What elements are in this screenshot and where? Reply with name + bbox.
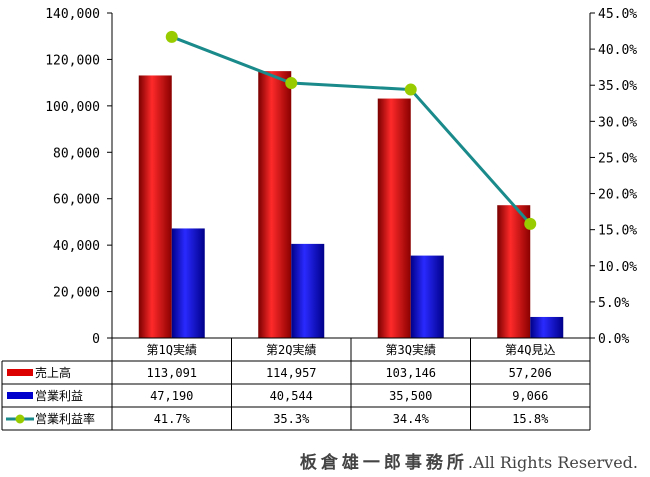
bar-sales xyxy=(497,205,531,338)
rights-text: .All Rights Reserved. xyxy=(467,453,638,472)
series-line xyxy=(165,30,537,230)
data-label: 47,190 xyxy=(150,389,193,403)
y-right-tick-label: 0.0% xyxy=(598,332,629,347)
legend-key-operating-profit xyxy=(7,392,33,399)
y-left-tick-label: 120,000 xyxy=(45,53,100,68)
y-right-tick-label: 35.0% xyxy=(598,79,637,94)
line-operating-margin xyxy=(171,35,532,225)
category-label: 第2Q実績 xyxy=(266,342,316,357)
data-label: 114,957 xyxy=(266,366,317,380)
row-label: 売上高 xyxy=(35,365,71,380)
y-right-tick-label: 45.0% xyxy=(598,7,637,22)
y-right-tick-label: 30.0% xyxy=(598,115,637,130)
axes: 0 20,000 40,000 60,000 80,000 100,000 120,000 1… xyxy=(45,7,637,347)
y-right-tick-label: 15.0% xyxy=(598,224,637,239)
y-left-tick-label: 0 xyxy=(92,332,100,347)
data-label: 40,544 xyxy=(270,389,313,403)
y-left-tick-label: 60,000 xyxy=(53,193,100,208)
y-right-tick-label: 40.0% xyxy=(598,43,637,58)
y-left-tick-label: 100,000 xyxy=(45,100,100,115)
y-left-tick-label: 80,000 xyxy=(53,146,100,161)
bar-sales xyxy=(138,75,172,339)
bar-operating-profit xyxy=(291,243,325,338)
y-right-tick-label: 10.0% xyxy=(598,260,637,275)
row-label: 営業利益 xyxy=(35,389,83,403)
bar-sales xyxy=(258,71,292,339)
bars xyxy=(138,71,564,339)
y-right-tick-label: 20.0% xyxy=(598,188,637,203)
bar-operating-profit xyxy=(171,228,205,338)
y-left-tick-label: 140,000 xyxy=(45,7,100,22)
category-label: 第3Q実績 xyxy=(386,342,436,357)
category-label: 第4Q見込 xyxy=(505,343,555,357)
legend-key-sales xyxy=(7,369,33,376)
data-label: 34.4% xyxy=(393,412,430,426)
category-label: 第1Q実績 xyxy=(147,342,197,357)
data-label: 9,066 xyxy=(512,389,548,403)
line-point xyxy=(524,217,537,230)
bar-operating-profit xyxy=(530,316,564,338)
row-label: 営業利益率 xyxy=(35,411,95,426)
bar-sales xyxy=(377,98,411,339)
data-label: 35,500 xyxy=(389,389,432,403)
y-right-tick-label: 5.0% xyxy=(598,296,629,311)
firm-name: 板倉雄一郎事務所 xyxy=(299,453,468,473)
line-point xyxy=(165,30,178,43)
y-left-tick-label: 20,000 xyxy=(53,286,100,301)
line-point xyxy=(404,83,417,96)
data-label: 41.7% xyxy=(154,412,191,426)
data-label: 113,091 xyxy=(146,366,197,380)
line-point xyxy=(285,77,298,90)
y-left-tick-label: 40,000 xyxy=(53,239,100,254)
y-right-tick-label: 25.0% xyxy=(598,151,637,166)
data-label: 103,146 xyxy=(385,366,436,380)
bar-operating-profit xyxy=(410,255,444,338)
legend-key-margin-point xyxy=(15,414,25,424)
data-label: 35.3% xyxy=(273,412,310,426)
data-label: 57,206 xyxy=(509,366,552,380)
copyright: 板倉雄一郎事務所.All Rights Reserved. xyxy=(300,448,638,473)
data-label: 15.8% xyxy=(512,412,549,426)
